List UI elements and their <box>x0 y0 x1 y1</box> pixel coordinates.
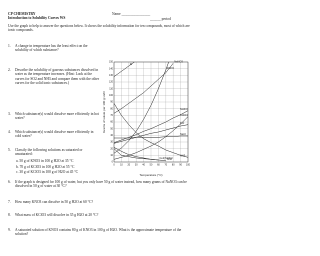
part: b. 70 g of KClO3 in 100 g H2O at 55 °C <box>16 164 75 169</box>
number: 8. <box>8 213 11 217</box>
curve <box>114 147 166 161</box>
text: Which substance(s) would dissolve more e… <box>15 130 94 139</box>
text: How many KNO3 can dissolve in 50 g H2O a… <box>15 200 93 204</box>
curve-label: NaCl <box>180 132 186 136</box>
curve-label: NH3 <box>180 154 186 158</box>
title: Introduction to Solubility Curves WS <box>8 16 66 20</box>
y-tick-label: 0 <box>112 161 114 164</box>
part: c. 30 g of KClO3 in 100 g of H2O at 45 °… <box>16 170 79 174</box>
number: 9. <box>8 228 11 232</box>
text: If the graph is designed for 100 g of wa… <box>15 180 187 189</box>
curve-label: KClO3 <box>180 113 188 117</box>
x-tick-label: 40 <box>142 164 145 167</box>
question: 2. Describe the solubility of gaseous sub… <box>8 68 100 85</box>
number: 2. <box>8 68 11 72</box>
curve-label: NaNO3 <box>174 60 183 64</box>
number: 6. <box>8 180 11 184</box>
curve <box>114 103 188 158</box>
y-tick-label: 140 <box>109 67 114 70</box>
x-tick-label: 10 <box>120 164 123 167</box>
curve-label: KNO3 <box>167 66 175 70</box>
y-tick-label: 50 <box>110 127 113 130</box>
name-label: Name ________________ <box>112 12 151 16</box>
x-tick-label: 30 <box>135 164 138 167</box>
question: 8. What mass of KClO3 will dissolve in 35… <box>8 213 190 217</box>
part: a. 50 g of KNO3 in 100 g H2O at 35 °C <box>16 159 74 163</box>
x-tick-label: 80 <box>172 164 175 167</box>
curve-label: Ce2(SO4)3 <box>159 156 173 160</box>
x-axis-label: Temperature (°C) <box>139 173 162 177</box>
course: CP CHEMISTRY <box>8 12 36 16</box>
question: 3. Which substance(s) would dissolve more… <box>8 112 100 121</box>
plot-frame <box>113 61 189 163</box>
curve <box>114 63 174 114</box>
y-tick-label: 90 <box>110 101 113 104</box>
number: 3. <box>8 112 11 116</box>
worksheet: CP CHEMISTRY Introduction to Solubility … <box>8 12 191 237</box>
y-tick-label: 70 <box>110 114 113 117</box>
question: 1. A change in temperature has the least … <box>8 44 100 53</box>
text: Classify the following solutions as satu… <box>15 148 83 157</box>
text: What mass of KClO3 will dissolve in 35 g… <box>15 213 99 217</box>
number: 4. <box>8 130 11 134</box>
x-tick-label: 0 <box>113 164 115 167</box>
x-tick-label: 60 <box>157 164 160 167</box>
solubility-chart: Grams of solute per 100 g H2O Temperatur… <box>102 60 191 177</box>
number: 5. <box>8 148 11 152</box>
text: A change in temperature has the least ef… <box>15 44 88 53</box>
question: 7. How many KNO3 can dissolve in 50 g H2O… <box>8 200 190 204</box>
y-tick-label: 110 <box>109 87 113 90</box>
curve-label: SO2 <box>167 157 173 161</box>
number: 7. <box>8 200 11 204</box>
y-tick-label: 10 <box>110 154 113 157</box>
question: 9. A saturated solution of KNO3 contains … <box>8 228 190 237</box>
x-tick-label: 90 <box>179 164 182 167</box>
y-tick-label: 30 <box>110 141 113 144</box>
y-tick-label: 130 <box>109 74 114 77</box>
text: Which substance(s) would dissolve more e… <box>15 112 99 121</box>
question: 6. If the graph is designed for 100 g of … <box>8 180 190 189</box>
curve <box>114 62 169 154</box>
x-tick-label: 100 <box>186 164 191 167</box>
x-tick-label: 20 <box>127 164 130 167</box>
y-tick-label: 100 <box>109 94 114 97</box>
y-tick-label: 80 <box>110 107 113 110</box>
instructions: Use the graph to help to answer the ques… <box>8 24 190 33</box>
y-tick-label: 20 <box>110 147 113 150</box>
x-tick-label: 50 <box>150 164 153 167</box>
text: Describe the solubility of gaseous subst… <box>15 68 100 85</box>
question: 4. Which substance(s) would dissolve more… <box>8 130 100 139</box>
y-axis-label: Grams of solute per 100 g H2O <box>102 90 106 132</box>
y-tick-label: 120 <box>109 81 114 84</box>
x-tick-label: 70 <box>164 164 167 167</box>
period-label: ______ period <box>150 17 171 21</box>
y-tick-label: 150 <box>109 61 114 64</box>
curve <box>114 62 135 77</box>
curve-label: KI <box>130 62 133 66</box>
curves <box>114 62 188 161</box>
parts: a. 50 g of KNO3 in 100 g H2O at 35 °C b.… <box>16 159 78 176</box>
curve <box>114 135 188 139</box>
curve-label: KCl <box>180 121 185 125</box>
y-tick-label: 40 <box>110 134 113 137</box>
number: 1. <box>8 44 11 48</box>
question: 5. Classify the following solutions as sa… <box>8 148 100 157</box>
curve-label: NH4Cl <box>180 107 188 111</box>
text: A saturated solution of KNO3 contains 80… <box>15 228 182 237</box>
curve <box>114 124 188 144</box>
y-tick-label: 60 <box>110 121 113 124</box>
